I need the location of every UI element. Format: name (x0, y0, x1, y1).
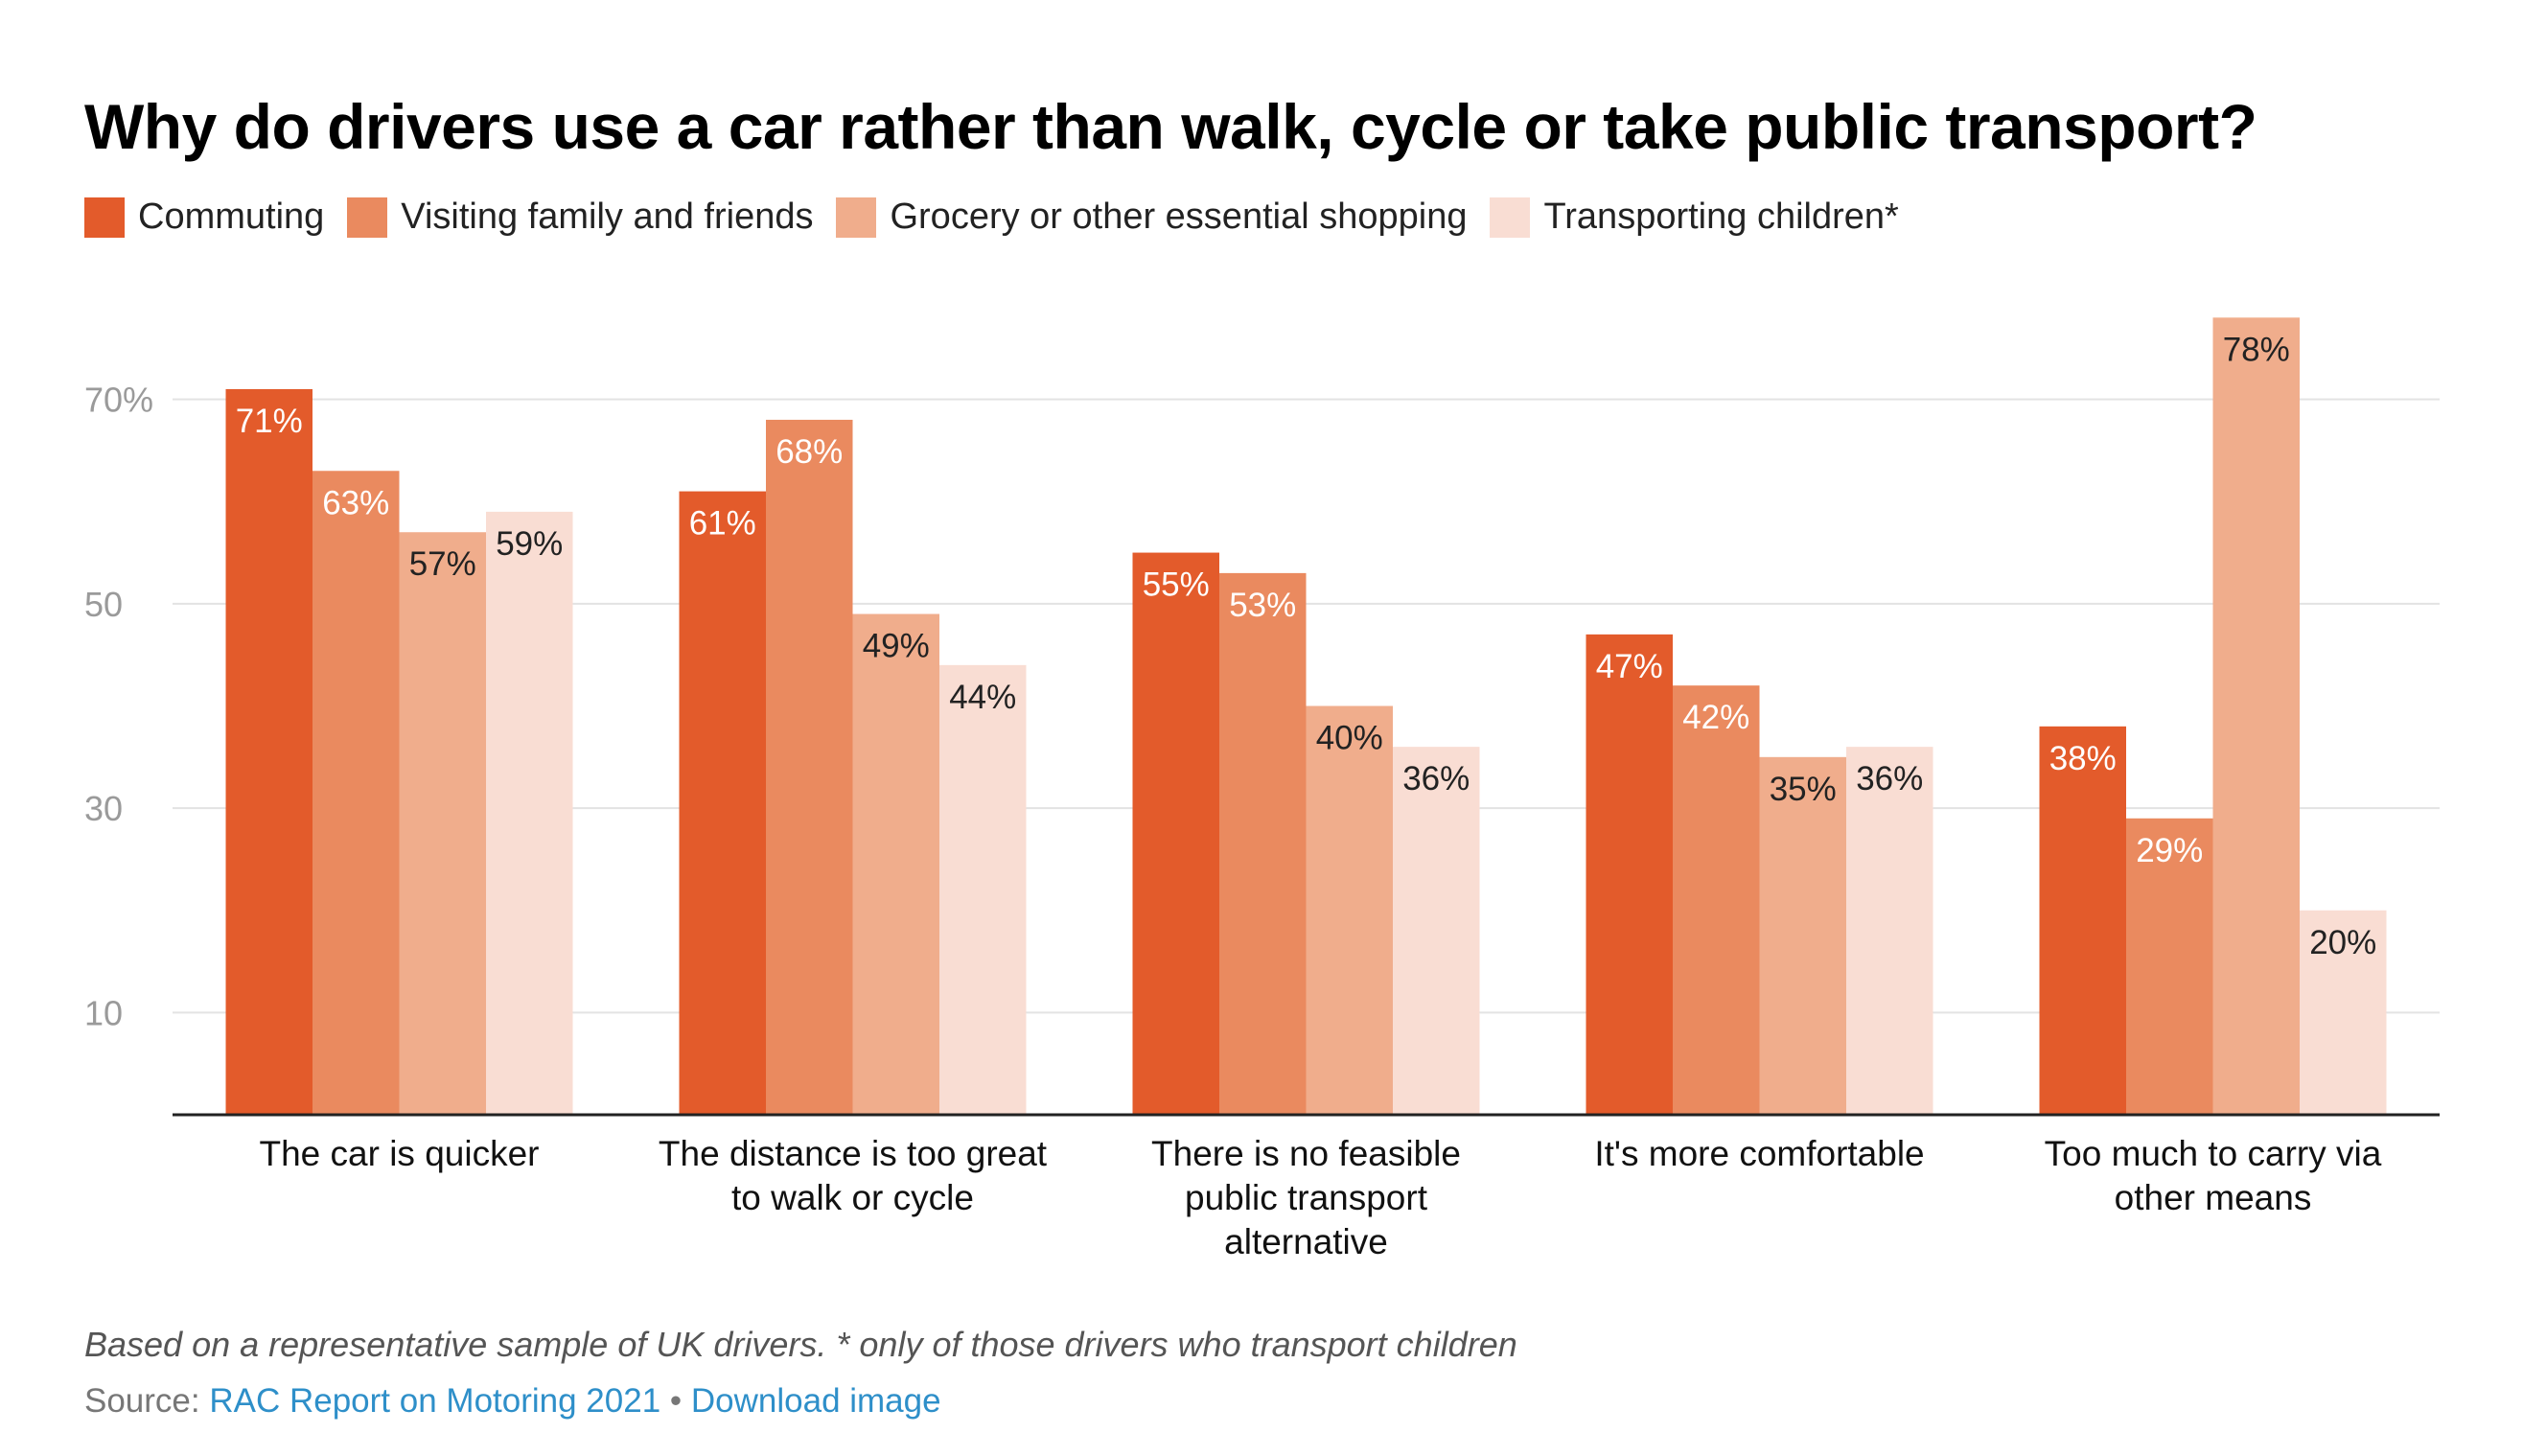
legend-item-commuting: Commuting (84, 196, 324, 238)
data-label: 42% (1682, 699, 1749, 736)
bar (852, 613, 939, 1115)
bar (2300, 910, 2387, 1115)
data-label: 36% (1402, 760, 1470, 797)
bar (312, 471, 400, 1115)
bar (1586, 634, 1673, 1115)
data-label: 78% (2223, 331, 2290, 368)
data-label: 71% (236, 403, 303, 440)
data-label: 35% (1770, 771, 1837, 808)
data-label: 63% (322, 484, 389, 521)
legend-swatch-commuting (84, 196, 125, 238)
legend-item-grocery: Grocery or other essential shopping (836, 196, 1467, 238)
legend-label-children: Transporting children* (1543, 196, 1899, 237)
legend-item-visiting: Visiting family and friends (347, 196, 813, 238)
data-label: 38% (2049, 740, 2117, 777)
data-label: 59% (496, 525, 563, 563)
bar (225, 388, 312, 1115)
data-label: 57% (409, 545, 476, 583)
bar (766, 419, 853, 1115)
data-label: 40% (1316, 720, 1383, 757)
bar (1759, 756, 1846, 1115)
bar (1132, 552, 1219, 1115)
data-label: 68% (775, 433, 843, 471)
bar (2212, 317, 2300, 1115)
y-tick-label: 50 (84, 585, 123, 624)
legend-label-commuting: Commuting (138, 196, 325, 237)
legend-item-children: Transporting children* (1490, 196, 1899, 238)
chart-footnote: Based on a representative sample of UK d… (84, 1325, 1517, 1364)
x-tick-label: Too much to carry via (2045, 1134, 2382, 1173)
x-tick-label: public transport (1185, 1178, 1428, 1217)
x-tick-label: It's more comfortable (1594, 1134, 1924, 1173)
data-label: 44% (949, 679, 1016, 716)
data-label: 20% (2309, 924, 2376, 961)
download-image-link[interactable]: Download image (690, 1382, 941, 1420)
y-tick-label: 30 (84, 789, 123, 828)
source-separator: • (660, 1382, 691, 1420)
data-label: 29% (2136, 832, 2203, 869)
bar (679, 491, 766, 1115)
x-tick-label: There is no feasible (1151, 1134, 1461, 1173)
bar (2126, 818, 2213, 1115)
bar (1673, 685, 1760, 1115)
x-tick-label: to walk or cycle (731, 1178, 974, 1217)
y-tick-label: 70% (84, 381, 153, 420)
y-tick-label: 10 (84, 993, 123, 1032)
data-label: 55% (1143, 566, 1210, 604)
x-tick-label: other means (2115, 1178, 2312, 1217)
data-label: 47% (1596, 648, 1663, 685)
source-line: Source: RAC Report on Motoring 2021 • Do… (84, 1382, 941, 1421)
x-tick-label: The car is quicker (260, 1134, 540, 1173)
legend-swatch-visiting (347, 196, 388, 238)
bar (1846, 747, 1933, 1115)
legend-label-visiting: Visiting family and friends (401, 196, 814, 237)
legend-swatch-grocery (836, 196, 877, 238)
chart-title: Why do drivers use a car rather than wal… (84, 91, 2257, 162)
x-tick-label: alternative (1224, 1222, 1388, 1261)
bar (2039, 726, 2126, 1115)
source-link[interactable]: RAC Report on Motoring 2021 (209, 1382, 661, 1420)
bar (1393, 747, 1480, 1115)
data-label: 49% (863, 628, 930, 665)
legend-label-grocery: Grocery or other essential shopping (890, 196, 1468, 237)
bar (1219, 572, 1307, 1115)
source-prefix: Source: (84, 1382, 210, 1420)
bar (399, 532, 486, 1115)
chart-legend: Commuting Visiting family and friends Gr… (84, 196, 1922, 238)
bar (1306, 705, 1393, 1115)
data-label: 36% (1856, 760, 1923, 797)
bar (939, 664, 1027, 1115)
legend-swatch-children (1490, 196, 1531, 238)
x-tick-label: The distance is too great (659, 1134, 1048, 1173)
data-label: 53% (1229, 587, 1296, 624)
data-label: 61% (689, 505, 756, 543)
bar (486, 511, 573, 1115)
